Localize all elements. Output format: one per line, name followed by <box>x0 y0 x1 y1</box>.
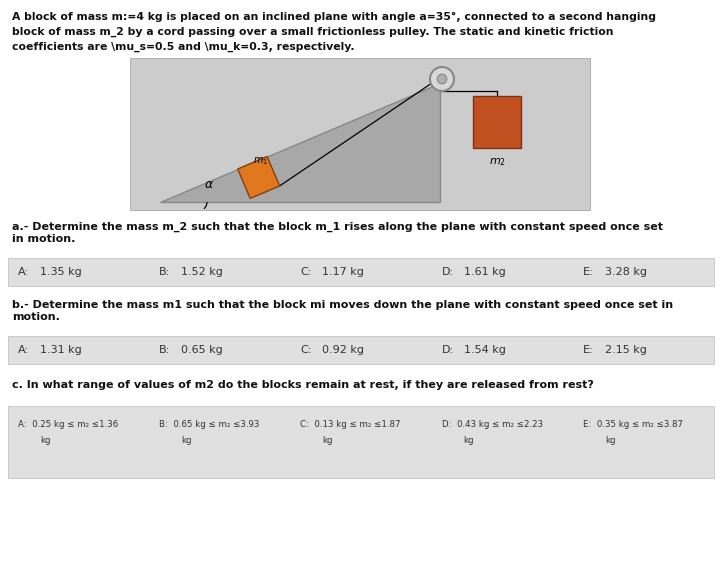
Text: $m_1$: $m_1$ <box>253 155 268 167</box>
Text: 1.54 kg: 1.54 kg <box>464 345 505 355</box>
Text: b.- Determine the mass m1 such that the block mi moves down the plane with const: b.- Determine the mass m1 such that the … <box>12 300 673 321</box>
Text: E:: E: <box>583 345 593 355</box>
Text: 1.52 kg: 1.52 kg <box>181 267 223 277</box>
Text: 1.35 kg: 1.35 kg <box>40 267 82 277</box>
Text: 3.28 kg: 3.28 kg <box>605 267 647 277</box>
Text: D:: D: <box>442 267 453 277</box>
Text: C:: C: <box>300 345 312 355</box>
Text: block of mass m_2 by a cord passing over a small frictionless pulley. The static: block of mass m_2 by a cord passing over… <box>12 27 614 37</box>
Bar <box>8 336 714 364</box>
Text: B:: B: <box>159 267 170 277</box>
Circle shape <box>438 74 447 84</box>
Text: kg: kg <box>605 436 615 445</box>
Text: D:  0.43 kg ≤ m₂ ≤2.23: D: 0.43 kg ≤ m₂ ≤2.23 <box>442 420 543 429</box>
Bar <box>8 406 714 478</box>
Text: kg: kg <box>40 436 51 445</box>
Text: $m_2$: $m_2$ <box>489 156 505 168</box>
Text: c. In what range of values of m2 do the blocks remain at rest, if they are relea: c. In what range of values of m2 do the … <box>12 380 594 390</box>
Bar <box>473 96 521 148</box>
Text: 1.31 kg: 1.31 kg <box>40 345 82 355</box>
Text: $\alpha$: $\alpha$ <box>204 178 214 191</box>
Text: 1.17 kg: 1.17 kg <box>323 267 365 277</box>
Text: A:: A: <box>18 345 29 355</box>
Text: 0.65 kg: 0.65 kg <box>181 345 223 355</box>
Text: 1.61 kg: 1.61 kg <box>464 267 505 277</box>
Text: B:: B: <box>159 345 170 355</box>
Text: A:: A: <box>18 267 29 277</box>
Text: C:: C: <box>300 267 312 277</box>
Text: kg: kg <box>181 436 192 445</box>
Text: kg: kg <box>323 436 333 445</box>
Text: coefficients are \mu_s=0.5 and \mu_k=0.3, respectively.: coefficients are \mu_s=0.5 and \mu_k=0.3… <box>12 42 355 52</box>
Text: D:: D: <box>442 345 453 355</box>
Text: C:  0.13 kg ≤ m₂ ≤1.87: C: 0.13 kg ≤ m₂ ≤1.87 <box>300 420 401 429</box>
Text: E:: E: <box>583 267 593 277</box>
Text: B:  0.65 kg ≤ m₂ ≤3.93: B: 0.65 kg ≤ m₂ ≤3.93 <box>159 420 260 429</box>
Polygon shape <box>160 83 440 202</box>
Bar <box>130 58 590 210</box>
Text: 2.15 kg: 2.15 kg <box>605 345 647 355</box>
Text: A:  0.25 kg ≤ m₂ ≤1.36: A: 0.25 kg ≤ m₂ ≤1.36 <box>18 420 118 429</box>
Text: A block of mass m:=4 kg is placed on an inclined plane with angle a=35°, connect: A block of mass m:=4 kg is placed on an … <box>12 12 656 22</box>
Polygon shape <box>238 157 279 198</box>
Text: E:  0.35 kg ≤ m₂ ≤3.87: E: 0.35 kg ≤ m₂ ≤3.87 <box>583 420 683 429</box>
Bar <box>8 258 714 286</box>
Text: a.- Determine the mass m_2 such that the block m_1 rises along the plane with co: a.- Determine the mass m_2 such that the… <box>12 222 663 244</box>
Text: kg: kg <box>464 436 474 445</box>
Circle shape <box>430 67 454 91</box>
Text: 0.92 kg: 0.92 kg <box>323 345 365 355</box>
